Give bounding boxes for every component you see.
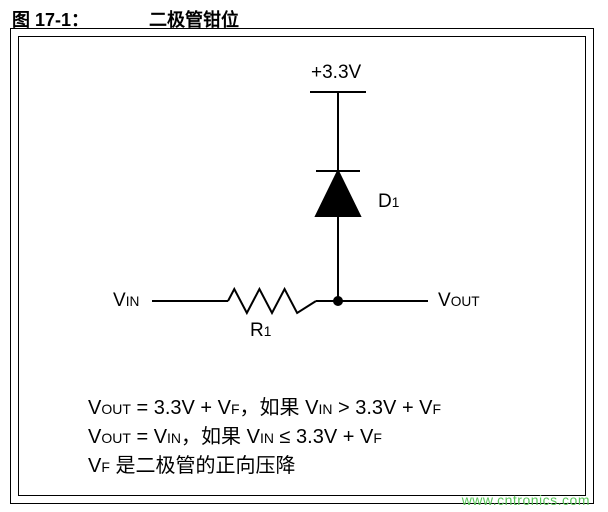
watermark: www.cntronics.com xyxy=(462,492,590,508)
diode-label: D1 xyxy=(378,191,399,213)
supply-label: +3.3V xyxy=(311,62,361,84)
vin-label: VIN xyxy=(113,290,139,312)
resistor-label: R1 xyxy=(250,320,271,342)
equation-line-1: VOUT = 3.3V + VF，如果 VIN > 3.3V + VF xyxy=(88,394,441,423)
vout-label: VOUT xyxy=(438,290,480,312)
equation-line-2: VOUT = VIN，如果 VIN ≤ 3.3V + VF xyxy=(88,423,441,452)
equations-block: VOUT = 3.3V + VF，如果 VIN > 3.3V + VF VOUT… xyxy=(88,394,441,481)
equation-line-3: VF 是二极管的正向压降 xyxy=(88,452,441,481)
figure-number: 图 17-1： xyxy=(12,10,89,30)
figure-title: 二极管钳位 xyxy=(149,10,239,30)
page: 图 17-1： 二极管钳位 +3.3V D1 VIN VOUT R1 VOUT =… xyxy=(0,0,608,512)
